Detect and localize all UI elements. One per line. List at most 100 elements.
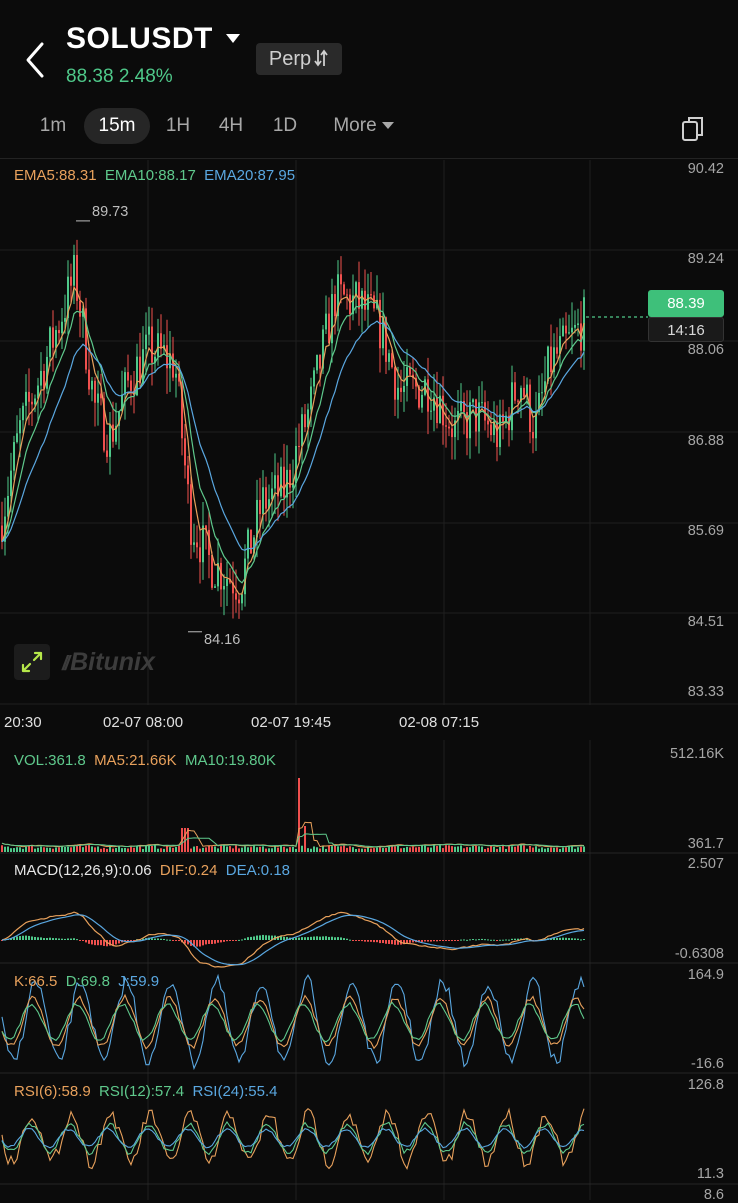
macd-histogram-bar [79,940,81,941]
volume-bar [409,847,411,852]
header: SOLUSDT Perp 88.38 2.48% [0,0,738,100]
candle-body [241,594,243,604]
macd-histogram-bar [22,935,24,940]
candle-body [79,300,81,317]
candle-body [214,586,216,588]
macd-histogram-bar [463,939,465,941]
indicator-panels[interactable] [0,740,738,1200]
expand-icon[interactable] [14,644,50,680]
macd-histogram-bar [220,940,222,943]
ema-legend: EMA5:88.31 EMA10:88.17 EMA20:87.95 [14,167,295,184]
symbol-dropdown-icon[interactable] [226,34,240,43]
candle-body [430,410,432,412]
back-arrow-icon[interactable] [22,40,50,80]
candle-body [253,537,255,554]
macd-histogram-bar [211,940,213,944]
candle-body [232,582,234,594]
candle-body [496,421,498,448]
tab-1m[interactable]: 1m [39,115,67,136]
swap-arrows-icon [314,49,328,67]
candle-body [118,411,120,426]
symbol-title[interactable]: SOLUSDT [66,22,213,55]
candle-body [199,547,201,563]
volume-bar [535,846,537,852]
macd-histogram-bar [526,938,528,940]
volume-bar [292,846,294,852]
last-price: 88.38 [66,66,114,87]
candle-body [148,326,150,335]
candle-body [418,386,420,408]
macd-histogram-bar [130,940,132,941]
macd-histogram-bar [556,937,558,940]
candle-body [385,317,387,362]
volume-bar [211,846,213,852]
macd-histogram-bar [115,940,117,945]
macd-histogram-bar [427,940,429,942]
volume-bar [397,845,399,852]
volume-bar [439,845,441,852]
tab-1h[interactable]: 1H [165,115,191,136]
tab-more[interactable]: More [326,108,402,144]
volume-bar [268,848,270,852]
volume-bar [61,846,63,852]
macd-histogram-bar [43,938,45,940]
candle-body [28,391,30,402]
volume-bar [55,847,57,852]
y-label: 84.51 [687,614,724,630]
macd-histogram-bar [490,939,492,941]
macd-histogram-bar [472,939,474,941]
tab-1d[interactable]: 1D [272,115,298,136]
macd-histogram-bar [493,939,495,941]
candle-body [4,516,6,542]
candlestick-chart[interactable] [0,160,738,705]
volume-bar [106,848,108,852]
volume-bar [136,846,138,852]
volume-bar [184,828,186,852]
macd-histogram-bar [562,937,564,940]
candle-body [460,400,462,411]
candle-body [52,327,54,348]
low-price-label: 84.16 [204,632,241,648]
volume-bar [223,845,225,852]
volume-bar [4,846,6,852]
volume-bar [490,845,492,852]
volume-bar [385,848,387,852]
macd-histogram-bar [394,940,396,945]
candle-body [34,398,36,405]
volume-bar [103,847,105,852]
macd-histogram-bar [169,939,171,941]
macd-histogram-bar [202,940,204,946]
candle-body [382,317,384,349]
macd-histogram-bar [355,940,357,941]
candle-body [184,438,186,466]
volume-bar [232,848,234,852]
macd-dea-label: DEA:0.18 [225,862,291,879]
candle-body [532,431,534,439]
candle-body [292,483,294,488]
macd-histogram-bar [370,940,372,942]
volume-bar [151,845,153,852]
macd-histogram-bar [100,940,102,946]
candle-body [154,356,156,363]
volume-bar [109,845,111,852]
candle-body [511,382,513,431]
candle-body [106,450,108,457]
macd-histogram-bar [367,940,369,942]
macd-histogram-bar [316,936,318,940]
perp-badge[interactable]: Perp [256,43,342,75]
volume-bar [424,845,426,852]
macd-histogram-bar [292,938,294,940]
macd-legend: MACD(12,26,9):0.06 DIF:0.24 DEA:0.18 [14,862,290,879]
tab-4h[interactable]: 4H [218,115,244,136]
copy-layout-icon[interactable] [680,114,706,144]
volume-bar [19,847,21,852]
macd-histogram-bar [484,939,486,941]
volume-bar [349,846,351,852]
candle-body [538,393,540,413]
volume-bar [394,846,396,852]
volume-bar [316,847,318,852]
macd-histogram-bar [448,940,450,941]
macd-histogram-bar [112,940,114,946]
tab-15m[interactable]: 15m [84,108,150,144]
candle-body [499,414,501,448]
